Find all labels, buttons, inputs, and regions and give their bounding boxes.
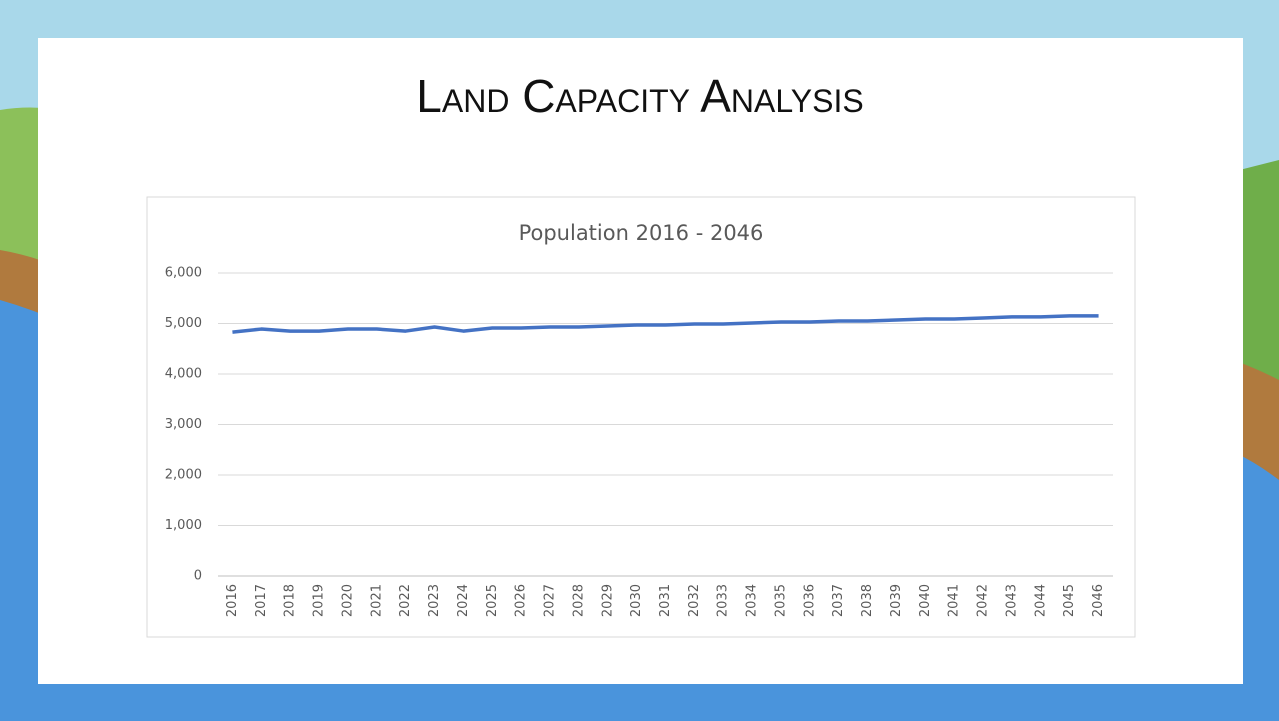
slide-title: Land Capacity Analysis — [416, 70, 863, 122]
x-tick-label: 2025 — [485, 584, 500, 617]
x-tick-label: 2026 — [514, 584, 529, 617]
x-tick-label: 2023 — [427, 584, 442, 617]
y-tick-label: 5,000 — [165, 316, 202, 331]
x-tick-label: 2034 — [745, 584, 760, 617]
x-tick-label: 2030 — [629, 584, 644, 617]
y-tick-label: 0 — [194, 569, 202, 584]
x-tick-label: 2045 — [1062, 584, 1077, 617]
x-tick-label: 2041 — [947, 584, 962, 617]
chart-frame — [146, 196, 1136, 638]
y-tick-label: 1,000 — [165, 518, 202, 533]
y-tick-label: 4,000 — [165, 367, 202, 382]
x-tick-label: 2019 — [312, 584, 327, 617]
x-tick-label: 2016 — [225, 584, 240, 617]
x-tick-label: 2035 — [773, 584, 788, 617]
x-tick-label: 2018 — [283, 584, 298, 617]
x-tick-label: 2046 — [1091, 584, 1106, 617]
x-tick-label: 2033 — [716, 584, 731, 617]
x-tick-label: 2020 — [340, 584, 355, 617]
x-tick-label: 2024 — [456, 584, 471, 617]
y-tick-label: 3,000 — [165, 417, 202, 432]
x-tick-label: 2029 — [600, 584, 615, 617]
data-line — [232, 314, 1099, 334]
x-tick-label: 2028 — [571, 584, 586, 617]
x-tick-label: 2017 — [254, 584, 269, 617]
x-tick-label: 2021 — [369, 584, 384, 617]
y-tick-label: 6,000 — [165, 266, 202, 281]
x-tick-label: 2040 — [918, 584, 933, 617]
x-tick-label: 2022 — [398, 584, 413, 617]
x-tick-label: 2044 — [1033, 584, 1048, 617]
x-tick-label: 2037 — [831, 584, 846, 617]
x-tick-label: 2027 — [543, 584, 558, 617]
x-tick-label: 2031 — [658, 584, 673, 617]
x-tick-label: 2042 — [976, 584, 991, 617]
chart-title: Population 2016 - 2046 — [519, 221, 764, 245]
x-tick-label: 2043 — [1004, 584, 1019, 617]
x-tick-label: 2039 — [889, 584, 904, 617]
x-tick-label: 2036 — [802, 584, 817, 617]
y-tick-label: 2,000 — [165, 468, 202, 483]
x-tick-label: 2032 — [687, 584, 702, 617]
x-tick-label: 2038 — [860, 584, 875, 617]
